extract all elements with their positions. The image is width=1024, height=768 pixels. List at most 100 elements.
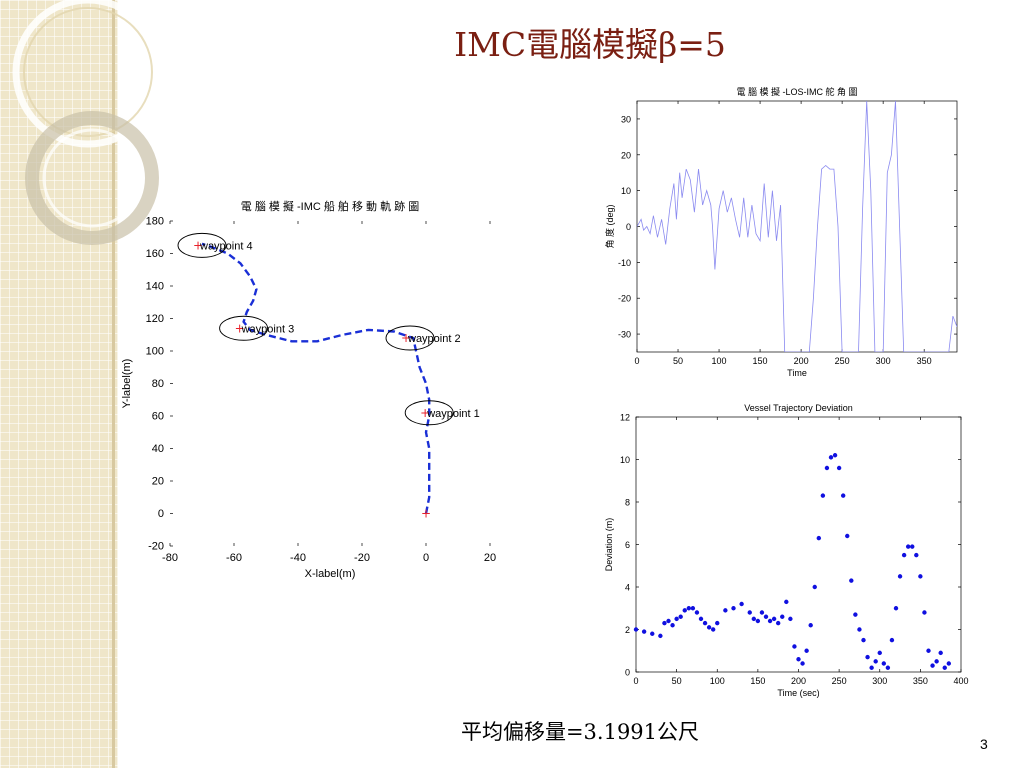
trajectory-x-tick-label: -60 bbox=[226, 552, 242, 564]
side-decoration-edge bbox=[112, 0, 115, 768]
rudder-x-tick-label: 100 bbox=[712, 356, 727, 366]
deviation-x-tick-label: 250 bbox=[832, 676, 847, 686]
deviation-data-point bbox=[873, 659, 878, 664]
rudder-series-line bbox=[637, 101, 957, 352]
deviation-data-point bbox=[641, 629, 647, 634]
deviation-data-point bbox=[771, 616, 777, 622]
waypoint-2-label: waypoint 2 bbox=[407, 333, 461, 345]
deviation-data-point bbox=[926, 648, 931, 653]
rudder-x-tick-label: 200 bbox=[794, 356, 809, 366]
rudder-chart-title: 電 腦 模 擬 -LOS-IMC 舵 角 圖 bbox=[736, 86, 857, 97]
deviation-data-point bbox=[633, 627, 639, 632]
deviation-data-point bbox=[650, 631, 655, 636]
trajectory-y-axis-label: Y-label(m) bbox=[121, 359, 133, 409]
deviation-data-point bbox=[885, 665, 891, 670]
rudder-y-tick-label: 10 bbox=[621, 186, 631, 196]
deviation-data-point bbox=[658, 633, 663, 639]
deviation-data-point bbox=[666, 618, 671, 624]
waypoint-3-circle bbox=[219, 315, 269, 341]
trajectory-y-tick-label: 180 bbox=[146, 216, 164, 228]
deviation-data-point bbox=[820, 493, 826, 498]
trajectory-chart-title: 電 腦 模 擬 -IMC 船 舶 移 動 軌 跡 圖 bbox=[241, 199, 419, 213]
deviation-y-tick-label: 12 bbox=[620, 413, 630, 423]
deviation-data-point bbox=[710, 627, 716, 632]
deviation-data-point bbox=[715, 620, 720, 626]
trajectory-y-tick-label: 40 bbox=[152, 443, 164, 455]
waypoint-3-marker: + bbox=[235, 321, 245, 335]
deviation-data-point bbox=[869, 665, 874, 670]
deviation-data-point bbox=[861, 637, 866, 643]
deviation-data-point bbox=[792, 644, 797, 649]
trajectory-x-axis-label: X-label(m) bbox=[305, 568, 356, 580]
trajectory-x-tick-label: 20 bbox=[484, 552, 496, 564]
start-point-marker: + bbox=[421, 507, 431, 521]
waypoint-4-marker: + bbox=[193, 238, 203, 252]
deviation-data-point bbox=[881, 661, 887, 666]
deviation-data-point bbox=[759, 610, 765, 615]
deviation-data-point bbox=[914, 552, 919, 558]
deviation-data-point bbox=[905, 544, 911, 549]
rudder-x-tick-label: 0 bbox=[634, 356, 639, 366]
deviation-data-point bbox=[857, 627, 862, 632]
deviation-data-point bbox=[678, 614, 683, 619]
trajectory-y-tick-label: 160 bbox=[146, 248, 164, 260]
rudder-y-tick-label: -20 bbox=[618, 294, 631, 304]
deviation-data-point bbox=[800, 661, 805, 666]
deviation-data-point bbox=[755, 618, 761, 624]
deviation-y-tick-label: 10 bbox=[620, 455, 630, 465]
trajectory-y-tick-label: -20 bbox=[148, 541, 164, 553]
deviation-data-point bbox=[690, 606, 696, 611]
deviation-data-point bbox=[910, 544, 915, 549]
deviation-data-point bbox=[674, 616, 679, 622]
deviation-x-tick-label: 200 bbox=[791, 676, 806, 686]
deviation-y-tick-label: 2 bbox=[625, 625, 630, 635]
trajectory-y-tick-label: 0 bbox=[158, 508, 164, 520]
deviation-x-tick-label: 350 bbox=[913, 676, 928, 686]
waypoint-2-marker: + bbox=[401, 331, 411, 345]
deviation-data-point bbox=[938, 650, 943, 656]
deviation-y-tick-label: 6 bbox=[625, 540, 630, 550]
slide-title: IMC電腦模擬β=5 bbox=[454, 25, 726, 64]
deviation-x-tick-label: 150 bbox=[750, 676, 765, 686]
deviation-data-point bbox=[901, 552, 907, 558]
deviation-y-tick-label: 8 bbox=[625, 498, 630, 508]
deviation-data-point bbox=[877, 650, 882, 656]
deviation-x-axis-label: Time (sec) bbox=[777, 688, 819, 698]
deviation-data-point bbox=[832, 453, 838, 458]
deviation-data-point bbox=[824, 465, 830, 471]
trajectory-x-tick-label: -80 bbox=[162, 552, 178, 564]
deviation-data-point bbox=[934, 659, 939, 664]
deviation-data-point bbox=[930, 663, 935, 668]
deviation-y-tick-label: 4 bbox=[625, 583, 630, 593]
deviation-data-point bbox=[840, 493, 846, 498]
decorative-rings bbox=[12, 0, 164, 245]
deviation-data-point bbox=[788, 616, 793, 622]
deviation-data-point bbox=[731, 606, 736, 611]
deviation-data-point bbox=[747, 610, 752, 615]
trajectory-x-tick-label: -40 bbox=[290, 552, 306, 564]
waypoint-3-label: waypoint 3 bbox=[241, 323, 295, 335]
deviation-data-point bbox=[812, 584, 817, 590]
deviation-data-point bbox=[918, 574, 923, 579]
rudder-x-tick-label: 350 bbox=[917, 356, 932, 366]
deviation-data-point bbox=[739, 601, 744, 607]
deviation-data-point bbox=[763, 614, 769, 619]
slide-number: 3 bbox=[980, 736, 988, 752]
deviation-data-point bbox=[889, 637, 895, 643]
deviation-data-point bbox=[670, 623, 675, 628]
deviation-data-point bbox=[865, 654, 870, 660]
trajectory-x-tick-label: 0 bbox=[423, 552, 429, 564]
trajectory-series-line bbox=[201, 242, 431, 514]
waypoint-4-circle bbox=[177, 232, 227, 258]
deviation-y-tick-label: 0 bbox=[625, 668, 630, 678]
trajectory-x-tick-label: -20 bbox=[354, 552, 370, 564]
deviation-data-point bbox=[767, 618, 773, 624]
average-deviation-text: 平均偏移量=3.1991公尺 bbox=[460, 720, 700, 744]
rudder-x-axis-label: Time bbox=[787, 368, 807, 378]
rudder-x-tick-label: 300 bbox=[876, 356, 891, 366]
rudder-y-tick-label: 20 bbox=[621, 150, 631, 160]
deviation-data-point bbox=[849, 578, 854, 583]
deviation-data-point bbox=[694, 610, 700, 615]
deviation-data-point bbox=[828, 455, 834, 460]
